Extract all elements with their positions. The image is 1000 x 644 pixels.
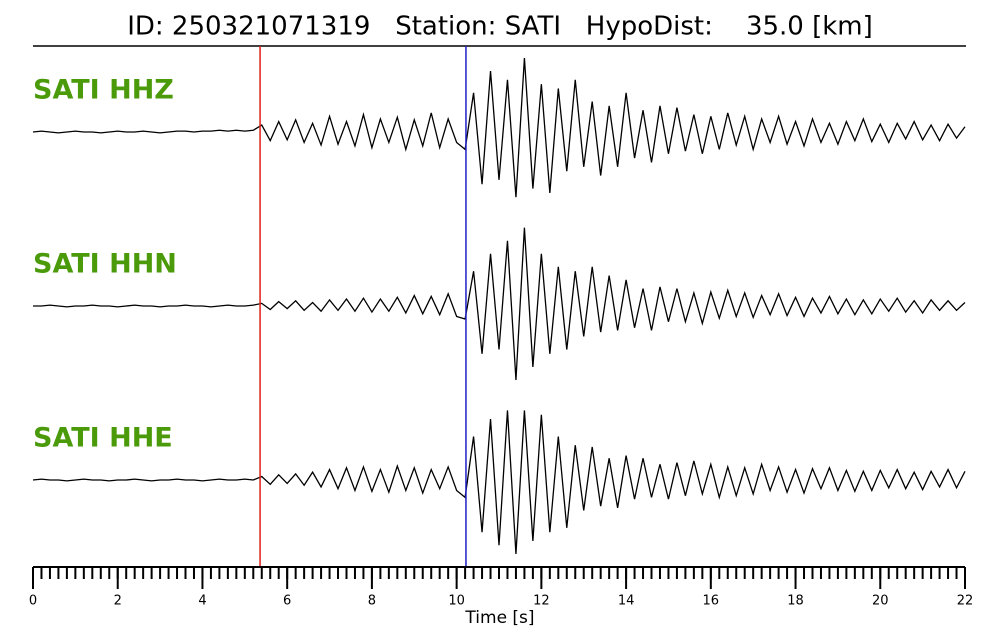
x-tick-label: 16 <box>703 594 720 609</box>
x-tick-label: 18 <box>787 594 804 609</box>
trace-label: SATI HHZ <box>33 75 174 106</box>
chart-title: ID: 250321071319 Station: SATI HypoDist:… <box>127 12 873 42</box>
x-tick-label: 14 <box>618 594 635 609</box>
waveform <box>33 227 966 380</box>
x-tick-label: 22 <box>957 594 974 609</box>
x-tick-label: 2 <box>114 594 122 609</box>
x-axis-label: Time [s] <box>464 608 534 628</box>
waveform <box>32 58 966 198</box>
trace-label: SATI HHN <box>33 249 177 280</box>
waveform <box>32 410 966 554</box>
x-tick-label: 6 <box>283 594 291 609</box>
x-tick-label: 10 <box>448 594 465 609</box>
trace-label: SATI HHE <box>33 423 173 454</box>
x-tick-label: 8 <box>368 594 376 609</box>
x-tick-label: 20 <box>872 594 889 609</box>
x-tick-label: 12 <box>533 594 550 609</box>
x-tick-label: 0 <box>29 594 37 609</box>
x-tick-label: 4 <box>198 594 206 609</box>
